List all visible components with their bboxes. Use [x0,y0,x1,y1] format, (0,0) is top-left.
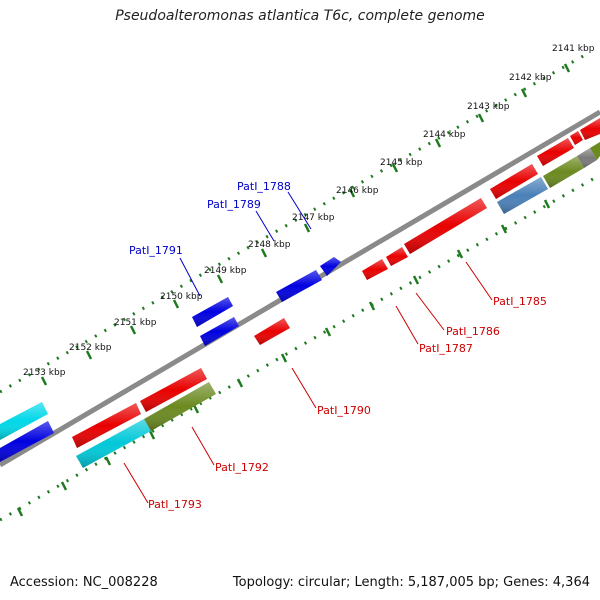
kbp-label: 2141 kbp [552,44,595,54]
gene-label[interactable]: PatI_1787 [419,342,473,355]
gene-feature-red[interactable] [404,198,487,254]
gene-feature-red[interactable] [580,118,600,140]
kbp-label: 2142 kbp [509,73,552,83]
kbp-label: 2144 kbp [423,130,466,140]
kbp-label: 2151 kbp [114,318,157,328]
gene-feature-red[interactable] [570,131,583,145]
gene-feature-olive[interactable] [144,382,216,431]
kbp-label: 2153 kbp [23,368,66,378]
gene-feature-red[interactable] [490,164,538,199]
gene-feature-olive[interactable] [590,142,600,160]
kbp-label: 2145 kbp [380,158,423,168]
kbp-label: 2147 kbp [292,213,335,223]
red-leader-lines [123,261,493,504]
inner-tick-track [0,173,600,522]
inner-major-ticks [16,199,551,517]
gene-feature-blue[interactable] [320,257,341,276]
gene-feature-red[interactable] [140,368,207,412]
gene-feature-red[interactable] [254,318,290,345]
kbp-label: 2146 kbp [336,186,379,196]
kbp-label: 2150 kbp [160,292,203,302]
gene-feature-blue[interactable] [276,270,322,302]
gene-feature-cyan[interactable] [0,402,48,440]
gene-label[interactable]: PatI_1785 [493,295,547,308]
gene-feature-red[interactable] [72,403,141,448]
gene-label[interactable]: PatI_1786 [446,325,500,338]
gene-feature-blue[interactable] [0,421,54,462]
map-title: Pseudoalteromonas atlantica T6c, complet… [115,8,485,24]
gene-feature-red[interactable] [386,247,408,266]
gene-feature-olive[interactable] [543,156,584,188]
gene-feature-red[interactable] [537,138,574,166]
accession-text: Accession: NC_008228 [10,575,158,590]
genome-summary-text: Topology: circular; Length: 5,187,005 bp… [232,575,590,590]
gene-label[interactable]: PatI_1789 [207,198,261,211]
gene-label[interactable]: PatI_1790 [317,404,371,417]
kbp-label: 2149 kbp [204,266,247,276]
blue-leader-lines [179,191,312,297]
kbp-label: 2148 kbp [248,240,291,250]
gene-label[interactable]: PatI_1791 [129,244,183,257]
gene-feature-steel[interactable] [497,177,548,214]
gene-feature-red[interactable] [362,259,388,280]
gene-label[interactable]: PatI_1788 [237,180,291,193]
kbp-label: 2143 kbp [467,102,510,112]
outer-major-ticks [40,63,571,386]
gene-feature-blue[interactable] [200,317,239,346]
kbp-label: 2152 kbp [69,343,112,353]
gene-feature-cyan[interactable] [76,419,151,468]
gene-feature-gray[interactable] [577,148,597,168]
gene-label[interactable]: PatI_1793 [148,498,202,511]
gene-label[interactable]: PatI_1792 [215,461,269,474]
gene-feature-blue[interactable] [192,297,233,327]
